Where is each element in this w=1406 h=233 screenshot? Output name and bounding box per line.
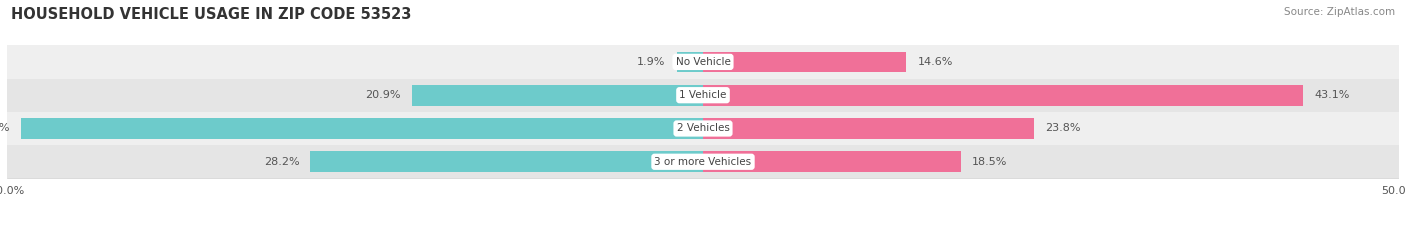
- Bar: [311, 151, 703, 172]
- Bar: [703, 118, 1035, 139]
- Bar: [21, 118, 703, 139]
- Text: 3 or more Vehicles: 3 or more Vehicles: [654, 157, 752, 167]
- Text: 18.5%: 18.5%: [972, 157, 1007, 167]
- Bar: [412, 85, 703, 106]
- Text: Source: ZipAtlas.com: Source: ZipAtlas.com: [1284, 7, 1395, 17]
- Text: 49.0%: 49.0%: [0, 123, 10, 134]
- Bar: [703, 151, 960, 172]
- Bar: [7, 145, 1399, 178]
- Bar: [703, 51, 907, 72]
- Text: 43.1%: 43.1%: [1315, 90, 1350, 100]
- Bar: [7, 112, 1399, 145]
- Text: 2 Vehicles: 2 Vehicles: [676, 123, 730, 134]
- Text: 20.9%: 20.9%: [366, 90, 401, 100]
- Bar: [7, 79, 1399, 112]
- Text: 1 Vehicle: 1 Vehicle: [679, 90, 727, 100]
- Text: 23.8%: 23.8%: [1046, 123, 1081, 134]
- Text: 28.2%: 28.2%: [264, 157, 299, 167]
- Text: 1.9%: 1.9%: [637, 57, 665, 67]
- Bar: [7, 45, 1399, 79]
- Text: HOUSEHOLD VEHICLE USAGE IN ZIP CODE 53523: HOUSEHOLD VEHICLE USAGE IN ZIP CODE 5352…: [11, 7, 412, 22]
- Bar: [703, 85, 1303, 106]
- Text: 14.6%: 14.6%: [917, 57, 953, 67]
- Text: No Vehicle: No Vehicle: [675, 57, 731, 67]
- Bar: [676, 51, 703, 72]
